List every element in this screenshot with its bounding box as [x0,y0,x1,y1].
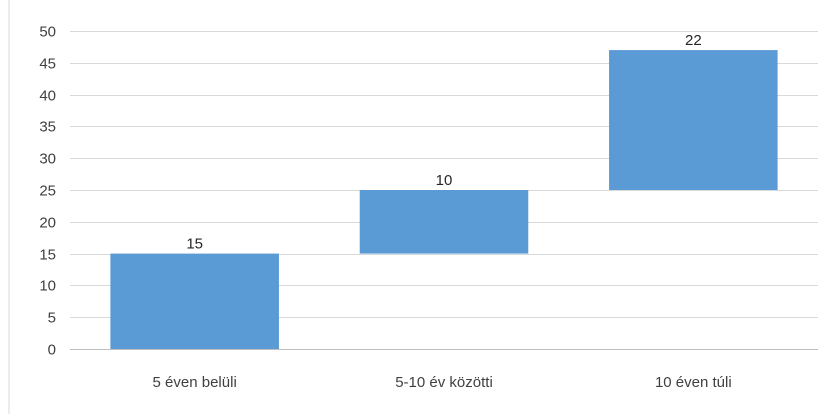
bar [359,190,529,254]
data-label: 15 [186,236,203,253]
x-axis-categories: 5 éven belüli 5-10 év közötti 10 éven túli [153,374,732,391]
data-label: 10 [436,172,453,189]
y-tick-label: 20 [39,215,56,232]
data-label: 22 [685,32,702,49]
y-tick-label: 30 [39,151,56,168]
y-tick-label: 45 [39,56,56,73]
y-tick-label: 35 [39,119,56,136]
y-tick-label: 10 [39,278,56,295]
y-axis-ticks: 0 5 10 15 20 25 30 35 40 45 50 [39,24,56,359]
x-category-label: 10 éven túli [655,374,732,391]
x-category-label: 5-10 év közötti [395,374,493,391]
data-labels: 15 10 22 [186,32,701,253]
bars [110,50,778,349]
y-tick-label: 40 [39,88,56,105]
x-category-label: 5 éven belüli [153,374,237,391]
y-tick-label: 50 [39,24,56,41]
bar [110,253,279,349]
bar [609,50,778,190]
y-tick-label: 25 [39,183,56,200]
y-tick-label: 0 [48,342,56,359]
y-tick-label: 15 [39,247,56,264]
y-tick-label: 5 [48,310,56,327]
